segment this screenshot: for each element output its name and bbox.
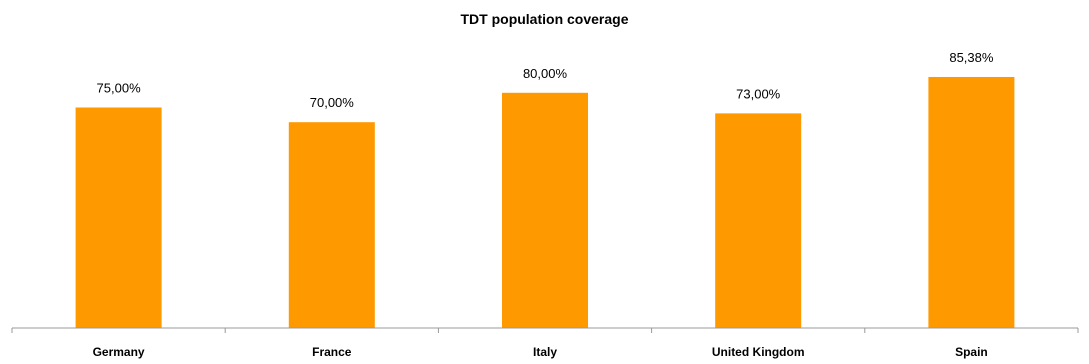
x-tick-label: Germany xyxy=(93,345,145,359)
x-axis-ticks xyxy=(11,328,1079,333)
bar-italy xyxy=(502,92,588,328)
x-tick-label: Spain xyxy=(955,345,988,359)
x-tick-label: France xyxy=(312,345,352,359)
bars-group xyxy=(75,76,1015,328)
bar-spain xyxy=(928,76,1015,328)
x-tick-label: United Kingdom xyxy=(712,345,805,359)
data-label: 75,00% xyxy=(97,81,142,96)
data-label: 80,00% xyxy=(523,66,568,81)
x-axis-tick-labels: Germany France Italy United Kingdom Spain xyxy=(93,345,988,359)
bar-united-kingdom xyxy=(715,113,802,328)
data-label: 85,38% xyxy=(949,50,994,65)
data-label: 73,00% xyxy=(736,86,781,101)
data-label: 70,00% xyxy=(310,95,355,110)
bar-germany xyxy=(75,107,162,328)
x-tick-label: Italy xyxy=(533,345,557,359)
chart-title: TDT population coverage xyxy=(460,11,629,27)
data-labels-group: 75,00% 70,00% 80,00% 73,00% 85,38% xyxy=(97,50,994,110)
bar-france xyxy=(288,122,375,328)
